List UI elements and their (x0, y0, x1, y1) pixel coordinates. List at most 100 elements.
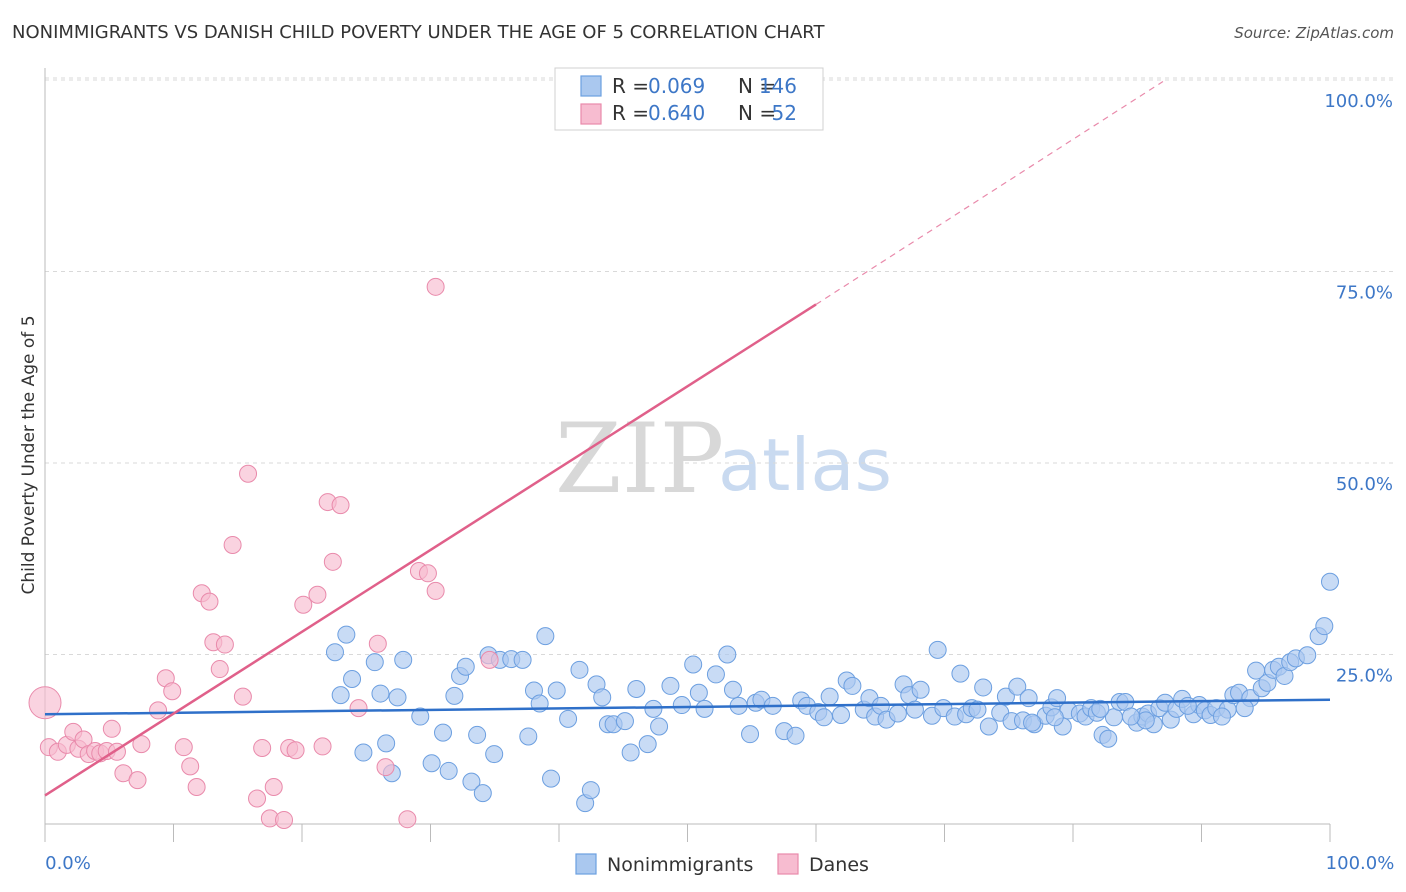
nonimmigrants-point (627, 679, 646, 698)
nonimmigrants-point (1315, 617, 1334, 636)
nonimmigrants-point (371, 684, 390, 703)
x-tick-label-min: 0.0% (45, 853, 91, 874)
nonimmigrants-point (456, 657, 475, 676)
danes-point (275, 810, 294, 829)
nonimmigrants-point (434, 723, 453, 742)
legend-n-value-1: 146 (759, 74, 797, 98)
nonimmigrants-point (337, 625, 356, 644)
nonimmigrants-point (570, 660, 589, 679)
nonimmigrants-point (1178, 696, 1197, 715)
danes-point (102, 719, 121, 738)
danes-point (426, 277, 445, 296)
trend-line-danes-extension (815, 81, 1164, 305)
nonimmigrants-point (325, 643, 344, 662)
legend-r-label-2: R = (612, 101, 649, 125)
nonimmigrants-point (593, 688, 612, 707)
danes-point (253, 738, 272, 757)
nonimmigrants-point (615, 712, 634, 731)
nonimmigrants-point (911, 680, 930, 699)
nonimmigrants-point (684, 655, 703, 674)
bottom-legend-label-nonimmigrants: Nonimmigrants (607, 854, 753, 876)
y-axis-title: Child Poverty Under the Age of 5 (19, 315, 39, 594)
nonimmigrants-point (650, 717, 669, 736)
legend-n-label-2: N = (738, 101, 776, 125)
nonimmigrants-point (1235, 699, 1254, 718)
nonimmigrants-point (581, 781, 600, 800)
danes-point (233, 687, 252, 706)
nonimmigrants-point (343, 670, 362, 689)
danes-point (294, 595, 313, 614)
nonimmigrants-point (473, 784, 492, 803)
danes-point (149, 701, 168, 720)
danes-point (313, 737, 332, 756)
nonimmigrants-point (706, 665, 725, 684)
nonimmigrants-point (644, 699, 663, 718)
nonimmigrants-point (1212, 707, 1231, 726)
nonimmigrants-point (979, 717, 998, 736)
nonimmigrants-point (468, 725, 487, 744)
nonimmigrants-point (974, 678, 993, 697)
nonimmigrants-point (888, 704, 907, 723)
nonimmigrants-point (723, 680, 742, 699)
nonimmigrants-point (1045, 708, 1064, 727)
watermark: ZIP atlas (555, 403, 892, 515)
legend-r-label-1: R = (612, 74, 649, 98)
chart-source: Source: ZipAtlas.com (1234, 24, 1394, 42)
legend-r-value-2: 0.640 (648, 101, 705, 125)
danes-point (248, 789, 267, 808)
danes-point (132, 735, 151, 754)
top-legend: R = 0.069 N = 146 R = 0.640 N = 52 (554, 67, 824, 131)
nonimmigrants-point (536, 627, 555, 646)
danes-point (210, 660, 229, 679)
nonimmigrants-point (547, 681, 566, 700)
bottom-legend-label-danes: Danes (809, 854, 869, 876)
nonimmigrants-point (411, 707, 430, 726)
danes-point (174, 738, 193, 757)
legend-swatch-danes (580, 103, 602, 125)
bottom-legend-swatch-danes (777, 853, 799, 875)
nonimmigrants-point (968, 700, 987, 719)
nonimmigrants-point (741, 725, 760, 744)
danes-point (418, 564, 437, 583)
nonimmigrants-point (1136, 711, 1155, 730)
danes-point (264, 778, 283, 797)
danes-point (308, 585, 327, 604)
nonimmigrants-point (661, 676, 680, 695)
nonimmigrants-point (1099, 729, 1118, 748)
nonimmigrants-point (951, 664, 970, 683)
y-axis-tick-labels: 25.0% 50.0% 75.0% 100.0% (1324, 91, 1393, 687)
nonimmigrants-point (1321, 572, 1339, 591)
nonimmigrants-point (485, 745, 504, 764)
nonimmigrants-point (718, 645, 737, 664)
danes-point (331, 496, 350, 515)
watermark-atlas: atlas (718, 423, 892, 507)
danes-point (376, 758, 395, 777)
danes-point (128, 771, 147, 790)
nonimmigrants-point (559, 709, 578, 728)
nonimmigrants-point (331, 686, 350, 705)
nonimmigrants-point (621, 743, 640, 762)
danes-point (200, 592, 219, 611)
nonimmigrants-point (638, 735, 657, 754)
nonimmigrants-point (388, 688, 407, 707)
nonimmigrants-point (1298, 646, 1317, 665)
nonimmigrants-point (354, 743, 373, 762)
danes-point (286, 741, 305, 760)
chart-title: NONIMMIGRANTS VS DANISH CHILD POVERTY UN… (12, 22, 825, 43)
nonimmigrants-point (1121, 707, 1140, 726)
legend-r-value-1: 0.069 (648, 74, 705, 98)
danes-point (426, 581, 445, 600)
danes-point (215, 635, 234, 654)
trend-line-danes (44, 303, 817, 797)
y-tick-label-25: 25.0% (1336, 666, 1393, 687)
nonimmigrants-point (513, 650, 532, 669)
nonimmigrants-point (462, 772, 481, 791)
nonimmigrants-point (422, 754, 441, 773)
bottom-legend: Nonimmigrants Danes (575, 853, 869, 876)
x-tick-label-max: 100.0% (1326, 853, 1395, 874)
nonimmigrants-point (439, 761, 458, 780)
nonimmigrants-point (689, 683, 708, 702)
nonimmigrants-point (445, 686, 464, 705)
danes-point (323, 552, 342, 571)
